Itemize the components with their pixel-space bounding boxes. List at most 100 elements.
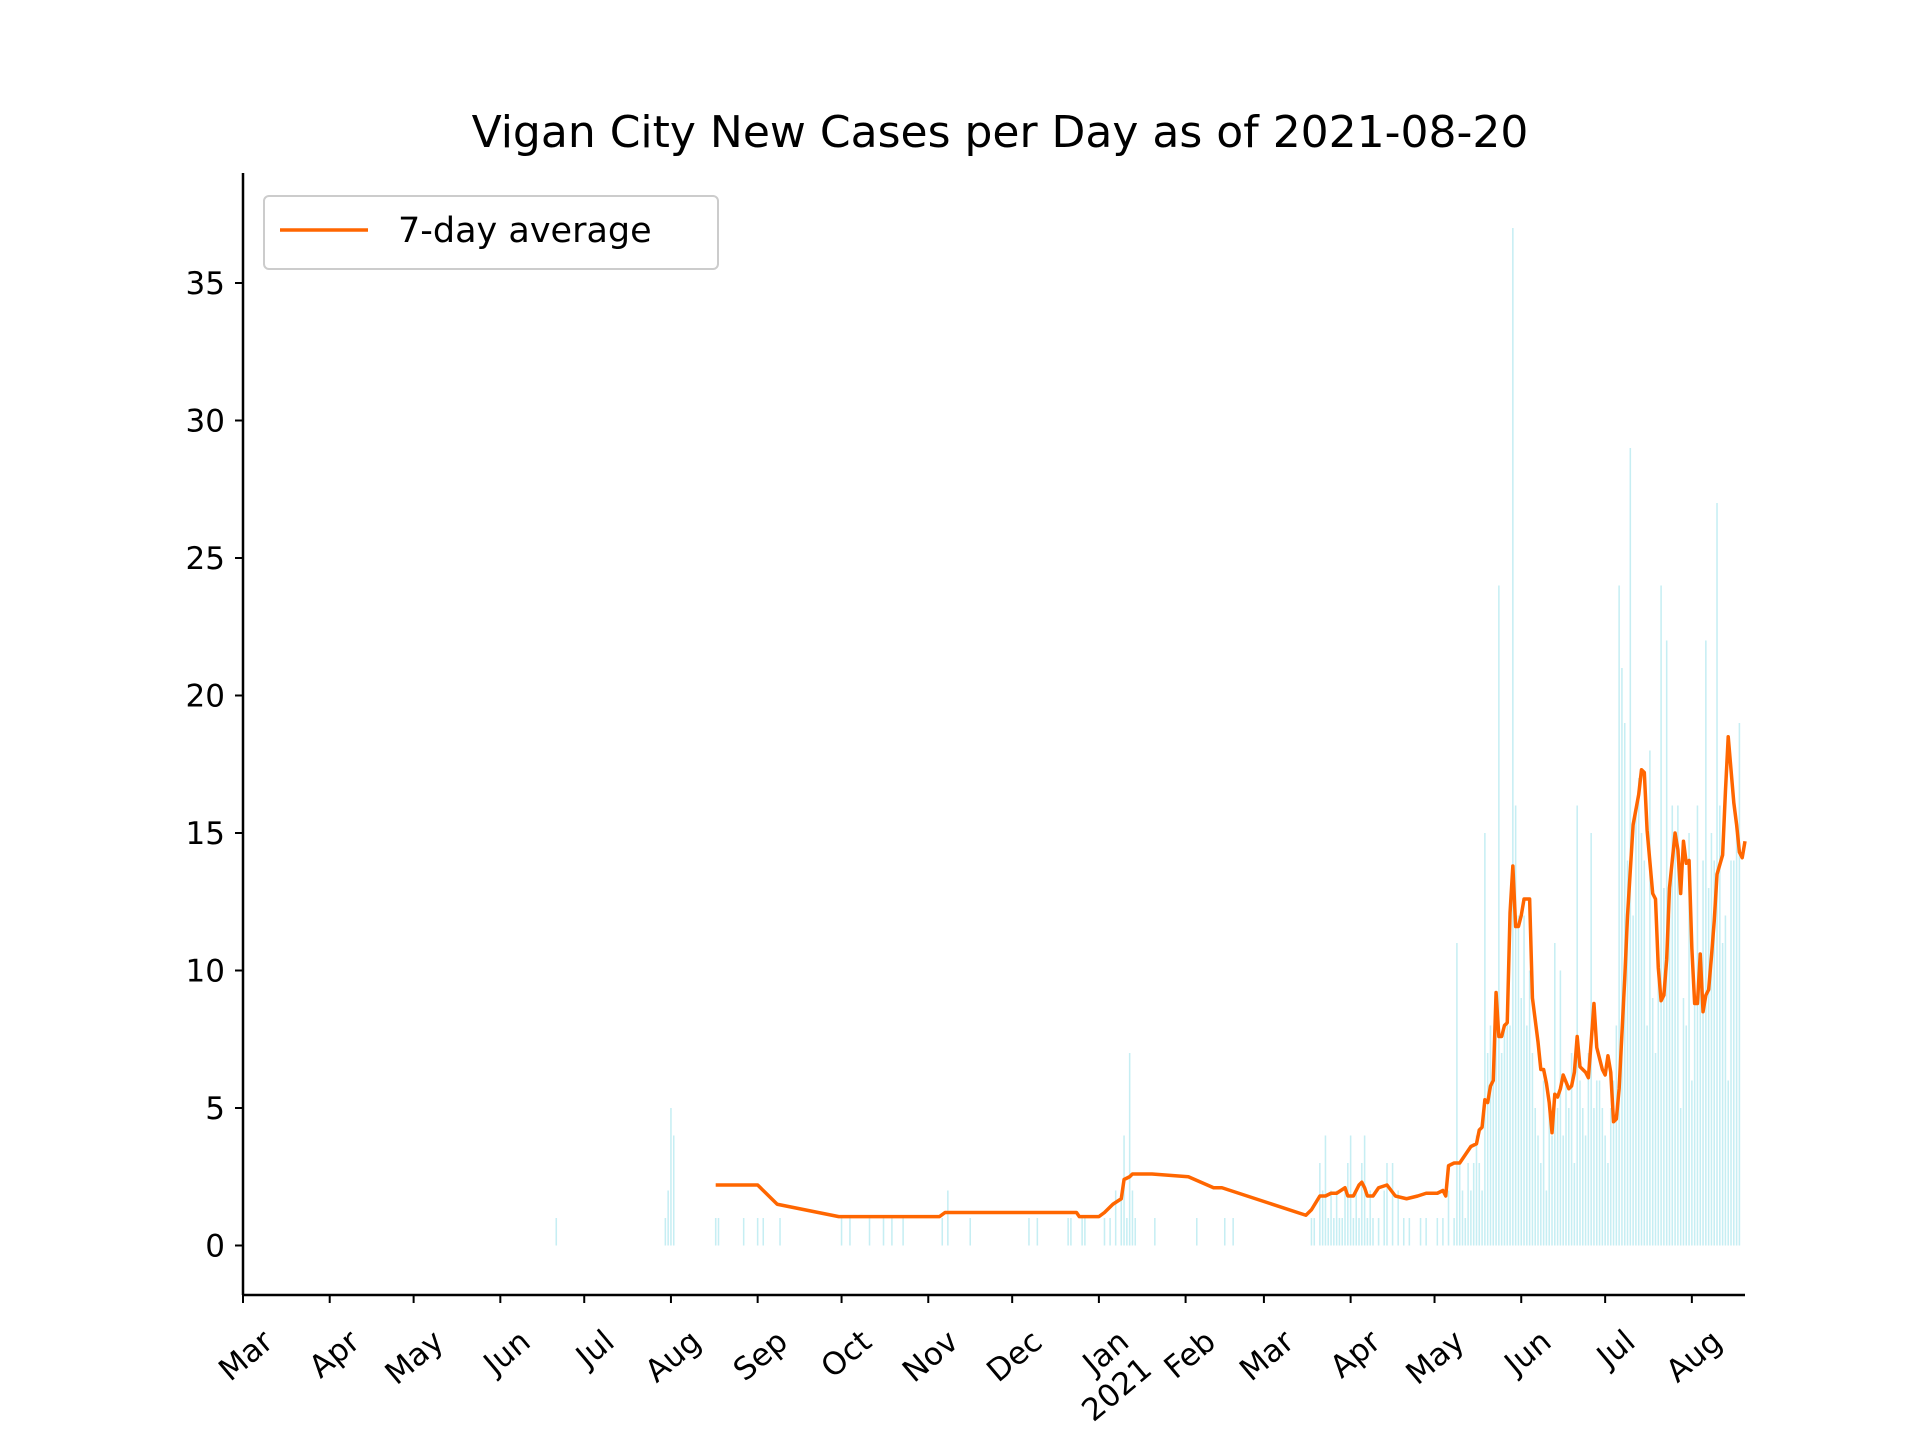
daily-case-bar [1472,1163,1475,1246]
daily-case-bar [891,1218,893,1246]
daily-case-bar [1601,1108,1604,1246]
daily-case-bar [1735,833,1738,1246]
daily-case-bar [1621,668,1623,1246]
daily-case-bar [1517,915,1520,1246]
daily-case-bar [902,1218,904,1246]
daily-case-bar [1321,1190,1324,1246]
daily-case-bar [1707,888,1710,1246]
daily-case-bar [1383,1190,1385,1246]
y-tick-label: 25 [186,541,225,577]
daily-case-bar [1084,1218,1086,1246]
daily-case-bar [1691,1080,1693,1246]
daily-case-bar [1523,915,1525,1246]
daily-case-bar [1520,998,1523,1246]
daily-case-bar [1730,860,1732,1246]
daily-case-bar [1582,1108,1584,1246]
daily-case-bar [1682,998,1685,1246]
daily-case-bar [1615,1025,1618,1246]
daily-case-bar [1651,998,1654,1246]
daily-case-bar [756,1218,759,1246]
daily-case-bar [1685,1025,1688,1246]
daily-case-bar [1646,1025,1648,1246]
daily-case-bar [1565,1080,1567,1246]
daily-case-bar [1559,970,1562,1246]
daily-case-bar [1579,1080,1581,1246]
daily-case-bar [1126,1218,1128,1246]
daily-case-bar [947,1190,949,1246]
daily-case-bar [1425,1218,1427,1246]
daily-case-bar [1358,1218,1360,1246]
daily-case-bar [1366,1218,1369,1246]
daily-case-bar [1327,1218,1330,1246]
daily-case-bar [1531,1053,1534,1246]
legend-box [263,195,719,270]
daily-case-bar [670,1108,672,1246]
y-tick-label: 0 [205,1229,225,1265]
daily-case-bar [1355,1190,1357,1246]
daily-case-bar [779,1218,781,1246]
daily-case-bar [1419,1218,1422,1246]
daily-case-bar [1352,1218,1355,1246]
daily-case-bar [1408,1218,1411,1246]
daily-case-bar [969,1218,971,1246]
daily-case-bar [1458,1163,1461,1246]
daily-case-bar [1719,805,1721,1246]
daily-case-bar [1313,1218,1316,1246]
daily-case-bar [1347,1163,1349,1246]
daily-case-bar [1696,805,1699,1246]
daily-case-bar [1453,1218,1455,1246]
daily-case-bar [1528,970,1531,1246]
daily-case-bar [742,1218,745,1246]
daily-case-bar [1344,1190,1346,1246]
daily-case-bar [1598,1080,1601,1246]
daily-case-bar [1341,1218,1343,1246]
daily-case-bar [1464,1218,1467,1246]
daily-case-bar [1333,1218,1335,1246]
daily-case-bar [1671,805,1674,1246]
daily-case-bar [1330,1190,1332,1246]
daily-case-bar [1391,1163,1394,1246]
daily-case-bar [1134,1218,1137,1246]
daily-case-bar [1660,585,1662,1246]
daily-case-bar [1067,1218,1069,1246]
daily-case-bar [1626,860,1629,1246]
daily-case-bar [1632,915,1634,1246]
daily-case-bar [1489,1025,1492,1246]
daily-case-bar [1372,1218,1374,1246]
daily-case-bar [1369,1190,1371,1246]
daily-case-bar [1674,833,1676,1246]
daily-case-bar [1551,1135,1553,1246]
y-tick-label: 5 [205,1091,225,1127]
daily-case-bar [1677,805,1679,1246]
daily-case-bar [1562,1135,1564,1246]
daily-case-bar [1604,1135,1606,1246]
daily-case-bar [849,1218,851,1246]
daily-case-bar [1070,1218,1072,1246]
daily-case-bar [1361,1163,1363,1246]
daily-case-bar [1114,1190,1117,1246]
daily-case-bar [1738,723,1741,1246]
daily-case-bar [1526,1025,1528,1246]
daily-case-bar [1232,1218,1234,1246]
y-tick-label: 10 [186,954,225,990]
daily-case-bar [1461,1190,1464,1246]
daily-case-bar [1663,888,1665,1246]
daily-case-bar [1702,860,1704,1246]
seven-day-average-line [715,735,1747,1219]
legend-label: 7-day average [398,211,652,251]
daily-case-bar [1556,1108,1559,1246]
daily-case-bar [1576,805,1578,1246]
daily-case-bar [1120,1190,1123,1246]
daily-case-bar [1154,1218,1156,1246]
legend: 7-day average [263,195,719,270]
daily-case-bar [1478,1163,1481,1246]
daily-case-bar [1131,1190,1134,1246]
daily-case-bar [1338,1218,1341,1246]
daily-case-bar [1679,1108,1682,1246]
y-tick-label: 15 [186,816,225,852]
daily-case-bar [1640,833,1643,1246]
daily-case-bar [1349,1135,1352,1246]
daily-case-bar [1713,860,1715,1246]
daily-case-bar [1475,1135,1478,1246]
daily-case-bar [1705,640,1707,1246]
